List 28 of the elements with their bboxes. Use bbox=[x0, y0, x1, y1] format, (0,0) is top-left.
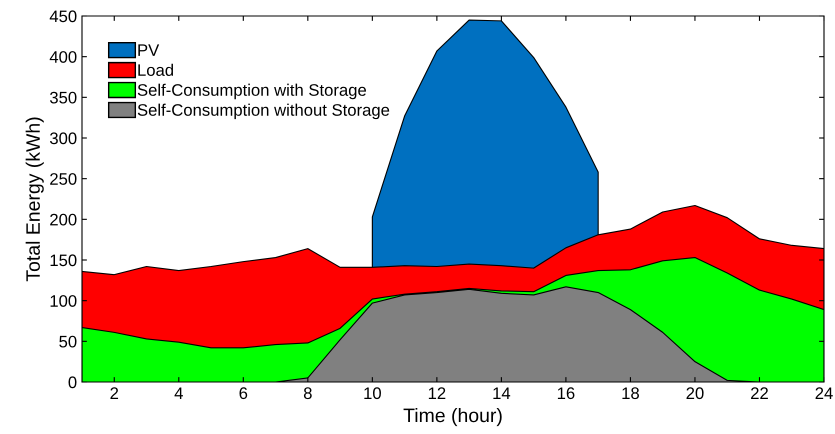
y-tick-label: 0 bbox=[68, 376, 76, 388]
legend-label: Self-Consumption with Storage bbox=[138, 84, 366, 100]
x-axis-title: Time (hour) bbox=[404, 408, 502, 426]
x-tick-label: 14 bbox=[493, 387, 510, 399]
y-axis-title: Total Energy (kWh) bbox=[26, 118, 44, 282]
x-tick-label: 22 bbox=[751, 387, 768, 399]
x-tick-label: 10 bbox=[364, 387, 381, 400]
x-tick-label: 4 bbox=[174, 387, 183, 399]
x-tick-label: 8 bbox=[304, 387, 312, 400]
y-tick-label: 350 bbox=[50, 92, 76, 104]
legend-label: Load bbox=[138, 64, 174, 76]
x-tick-label: 20 bbox=[686, 387, 704, 400]
y-tick-label: 400 bbox=[50, 51, 76, 63]
y-tick-label: 300 bbox=[50, 132, 76, 144]
x-tick-label: 6 bbox=[240, 387, 248, 400]
y-tick-label: 200 bbox=[50, 214, 76, 226]
legend-label: PV bbox=[138, 44, 160, 56]
y-tick-label: 150 bbox=[50, 254, 76, 266]
y-tick-label: 100 bbox=[50, 295, 76, 307]
x-tick-label: 24 bbox=[816, 387, 833, 399]
x-tick-label: 12 bbox=[428, 387, 446, 399]
y-tick-label: 450 bbox=[50, 10, 76, 22]
x-tick-label: 16 bbox=[558, 387, 574, 400]
y-tick-label: 250 bbox=[50, 173, 76, 185]
legend-label: Self-Consumption without Storage bbox=[138, 104, 390, 120]
y-tick-label: 50 bbox=[59, 336, 76, 348]
x-tick-label: 2 bbox=[110, 387, 118, 399]
x-tick-label: 18 bbox=[622, 387, 639, 400]
